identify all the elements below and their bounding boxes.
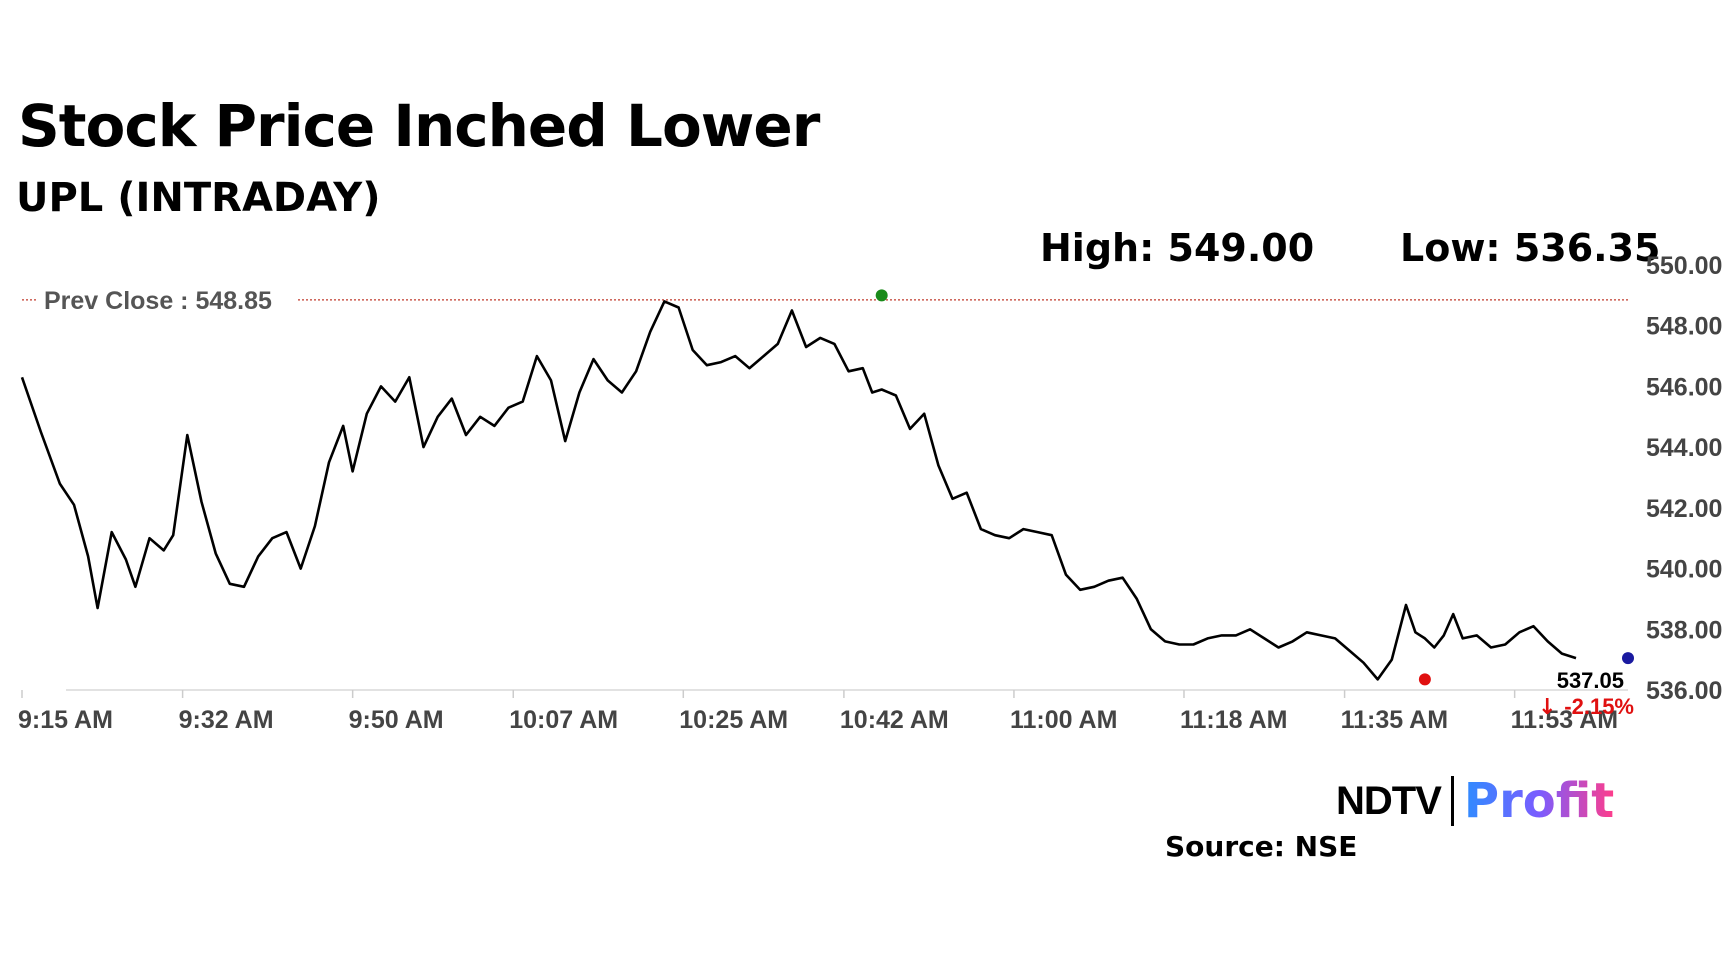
logo-ndtv-text: NDTV: [1336, 778, 1442, 823]
low-label: Low: 536.35: [1400, 226, 1661, 270]
y-tick-label: 540.00: [1646, 556, 1722, 584]
price-line: [20, 300, 1577, 681]
y-tick-label: 550.00: [1646, 252, 1722, 280]
high-label: High: 549.00: [1040, 226, 1315, 270]
y-tick-label: 538.00: [1646, 616, 1722, 644]
x-tick-label: 9:50 AM: [349, 706, 444, 734]
chart-subtitle: UPL (INTRADAY): [16, 175, 381, 221]
x-tick-label: 10:07 AM: [509, 706, 618, 734]
down-arrow-icon: ↓: [1538, 695, 1556, 720]
last-change-label: -2.15%: [1564, 694, 1634, 719]
low-marker: [1418, 673, 1431, 686]
y-tick-label: 536.00: [1646, 677, 1722, 705]
x-tick-label: 11:18 AM: [1180, 706, 1287, 734]
ndtv-profit-logo: NDTV Profit: [1336, 773, 1615, 829]
x-tick-label: 10:25 AM: [679, 706, 788, 734]
y-tick-label: 544.00: [1646, 434, 1722, 462]
source-note: Source: NSE: [1165, 830, 1358, 863]
x-tick-label: 9:32 AM: [179, 706, 274, 734]
last-price-marker: [1622, 652, 1634, 665]
x-tick-label: 10:42 AM: [840, 706, 949, 734]
x-tick-label: 11:00 AM: [1010, 706, 1117, 734]
y-tick-label: 546.00: [1646, 373, 1722, 401]
prev-close-label: Prev Close : 548.85: [44, 287, 272, 315]
x-tick-label: 9:15 AM: [18, 706, 113, 734]
x-tick-label: 11:53 AM: [1511, 706, 1618, 734]
x-tick-label: 11:35 AM: [1341, 706, 1448, 734]
y-tick-label: 548.00: [1646, 313, 1722, 341]
last-price-label: 537.05: [1557, 668, 1624, 693]
logo-profit-text: Profit: [1463, 773, 1615, 829]
logo-divider: [1450, 776, 1454, 826]
high-marker: [875, 289, 888, 302]
y-tick-label: 542.00: [1646, 495, 1722, 523]
chart-title: Stock Price Inched Lower: [18, 92, 820, 160]
